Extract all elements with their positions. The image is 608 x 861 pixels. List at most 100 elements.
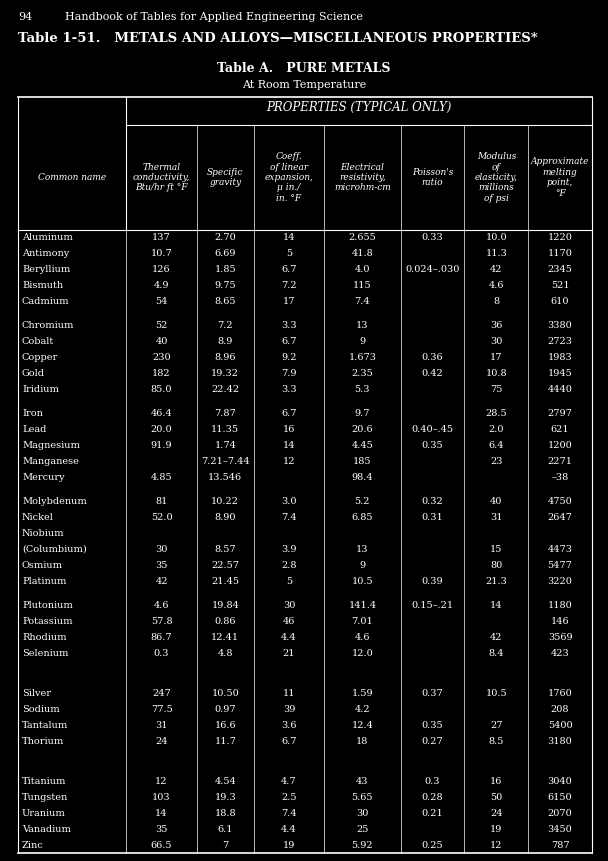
Text: Table 1-51.   METALS AND ALLOYS—MISCELLANEOUS PROPERTIES*: Table 1-51. METALS AND ALLOYS—MISCELLANE…	[18, 32, 537, 45]
Text: 31: 31	[490, 513, 503, 523]
Text: At Room Temperature: At Room Temperature	[242, 80, 366, 90]
Text: 2647: 2647	[548, 513, 573, 523]
Text: Niobium: Niobium	[22, 529, 64, 538]
Text: 247: 247	[152, 689, 171, 698]
Text: 2797: 2797	[548, 409, 573, 418]
Text: 20.0: 20.0	[151, 425, 172, 434]
Text: 52.0: 52.0	[151, 513, 172, 523]
Text: 4.6: 4.6	[489, 281, 504, 290]
Text: 621: 621	[551, 425, 570, 434]
Text: 0.42: 0.42	[422, 369, 443, 378]
Text: Magnesium: Magnesium	[22, 441, 80, 450]
Text: 10.5: 10.5	[351, 577, 373, 585]
Text: 7.4: 7.4	[282, 513, 297, 523]
Text: 3.3: 3.3	[282, 385, 297, 393]
Text: 1220: 1220	[548, 233, 573, 243]
Text: 3040: 3040	[548, 777, 573, 786]
Text: 42: 42	[155, 577, 168, 585]
Text: 7.2: 7.2	[282, 281, 297, 290]
Text: PROPERTIES (TYPICAL ONLY): PROPERTIES (TYPICAL ONLY)	[266, 101, 452, 114]
Text: 4.6: 4.6	[154, 601, 169, 610]
Text: Poisson's
ratio: Poisson's ratio	[412, 168, 453, 187]
Text: 208: 208	[551, 705, 569, 714]
Text: 1.59: 1.59	[351, 689, 373, 698]
Text: 0.32: 0.32	[422, 498, 443, 506]
Text: 4.85: 4.85	[151, 473, 172, 482]
Text: 98.4: 98.4	[351, 473, 373, 482]
Text: 10.7: 10.7	[151, 250, 173, 258]
Text: 14: 14	[283, 441, 295, 450]
Text: 6.7: 6.7	[282, 338, 297, 346]
Text: 5: 5	[286, 250, 292, 258]
Text: 7.01: 7.01	[351, 617, 373, 626]
Text: 0.28: 0.28	[422, 793, 443, 802]
Text: Cobalt: Cobalt	[22, 338, 54, 346]
Text: 0.3: 0.3	[154, 648, 169, 658]
Text: 8.4: 8.4	[489, 648, 504, 658]
Text: 8.90: 8.90	[215, 513, 236, 523]
Text: Bismuth: Bismuth	[22, 281, 63, 290]
Text: 182: 182	[152, 369, 171, 378]
Text: 16: 16	[283, 425, 295, 434]
Text: 10.0: 10.0	[486, 233, 507, 243]
Text: 77.5: 77.5	[151, 705, 173, 714]
Text: 3180: 3180	[548, 737, 573, 746]
Text: 4.9: 4.9	[154, 281, 169, 290]
Text: 0.86: 0.86	[215, 617, 236, 626]
Text: 6.85: 6.85	[351, 513, 373, 523]
Text: 80: 80	[490, 561, 502, 570]
Text: Aluminum: Aluminum	[22, 233, 73, 243]
Text: 36: 36	[490, 321, 503, 331]
Text: Handbook of Tables for Applied Engineering Science: Handbook of Tables for Applied Engineeri…	[65, 12, 363, 22]
Text: 521: 521	[551, 281, 570, 290]
Text: 25: 25	[356, 825, 368, 833]
Text: 0.31: 0.31	[422, 513, 443, 523]
Text: 54: 54	[155, 297, 168, 306]
Text: Selenium: Selenium	[22, 648, 68, 658]
Text: 4750: 4750	[548, 498, 573, 506]
Text: Modulus
of
elasticity,
millions
of psi: Modulus of elasticity, millions of psi	[475, 152, 518, 203]
Text: 5.65: 5.65	[351, 793, 373, 802]
Text: 46: 46	[283, 617, 295, 626]
Text: 9: 9	[359, 561, 365, 570]
Text: 185: 185	[353, 457, 371, 466]
Text: 8.96: 8.96	[215, 353, 236, 362]
Text: 11.3: 11.3	[485, 250, 507, 258]
Text: 30: 30	[356, 808, 368, 818]
Text: 5.3: 5.3	[354, 385, 370, 393]
Text: 10.5: 10.5	[486, 689, 507, 698]
Text: 7.4: 7.4	[282, 808, 297, 818]
Text: 787: 787	[551, 840, 570, 850]
Text: 0.40–.45: 0.40–.45	[412, 425, 454, 434]
Text: 3.3: 3.3	[282, 321, 297, 331]
Text: 137: 137	[152, 233, 171, 243]
Text: 21: 21	[283, 648, 295, 658]
Text: 81: 81	[155, 498, 168, 506]
Text: 7.9: 7.9	[282, 369, 297, 378]
Text: Titanium: Titanium	[22, 777, 66, 786]
Text: 0.3: 0.3	[425, 777, 440, 786]
Text: 6.7: 6.7	[282, 737, 297, 746]
Text: 0.27: 0.27	[422, 737, 443, 746]
Text: 3450: 3450	[548, 825, 573, 833]
Text: 0.35: 0.35	[422, 721, 443, 730]
Text: 40: 40	[490, 498, 503, 506]
Text: 0.024–.030: 0.024–.030	[406, 265, 460, 274]
Text: 42: 42	[490, 265, 503, 274]
Text: 0.21: 0.21	[422, 808, 443, 818]
Text: Sodium: Sodium	[22, 705, 60, 714]
Text: 10.50: 10.50	[212, 689, 239, 698]
Text: 141.4: 141.4	[348, 601, 376, 610]
Text: 19.84: 19.84	[212, 601, 239, 610]
Text: (Columbium): (Columbium)	[22, 545, 87, 554]
Text: Cadmium: Cadmium	[22, 297, 69, 306]
Text: 3220: 3220	[548, 577, 573, 585]
Text: 6.69: 6.69	[215, 250, 236, 258]
Text: 86.7: 86.7	[151, 633, 172, 642]
Text: 41.8: 41.8	[351, 250, 373, 258]
Text: 19.3: 19.3	[215, 793, 236, 802]
Text: 10.22: 10.22	[211, 498, 240, 506]
Text: 16: 16	[490, 777, 503, 786]
Text: Chromium: Chromium	[22, 321, 74, 331]
Text: 13: 13	[356, 321, 368, 331]
